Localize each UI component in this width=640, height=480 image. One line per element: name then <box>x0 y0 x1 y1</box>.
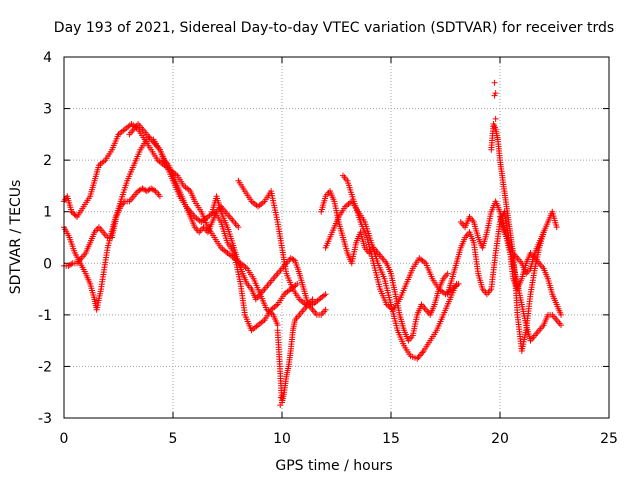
data-point <box>553 224 560 231</box>
data-point <box>558 322 565 329</box>
data-point <box>274 322 281 329</box>
x-tick-labels: 0 5 10 15 20 25 <box>60 431 618 447</box>
data-point <box>68 208 75 215</box>
series-trace-c <box>61 185 163 269</box>
x-tick-label: 20 <box>491 431 509 447</box>
x-tick-label: 10 <box>273 431 291 447</box>
x-tick-label: 5 <box>169 431 178 447</box>
series-outliers <box>277 79 499 409</box>
chart-title: Day 193 of 2021, Sidereal Day-to-day VTE… <box>54 20 614 36</box>
data-point <box>277 394 284 401</box>
y-tick-label: 3 <box>43 102 52 118</box>
data-point <box>277 402 284 409</box>
data-point <box>444 270 451 277</box>
data-point <box>294 280 301 287</box>
y-tick-label: 2 <box>43 153 52 169</box>
data-point <box>156 193 163 200</box>
data-point <box>235 224 242 231</box>
data-point <box>68 261 75 268</box>
y-tick-label: -3 <box>38 411 52 427</box>
data-point <box>491 92 498 99</box>
y-tick-label: 1 <box>43 205 52 221</box>
x-tick-label: 15 <box>382 431 400 447</box>
data-points <box>61 79 565 409</box>
y-tick-label: 0 <box>43 256 52 272</box>
data-point <box>70 210 76 216</box>
data-point <box>309 296 316 303</box>
y-axis-label: SDTVAR / TECUs <box>8 180 24 295</box>
data-point <box>322 291 329 298</box>
data-point <box>492 90 499 97</box>
y-tick-label: -2 <box>38 359 52 375</box>
data-point <box>455 280 462 287</box>
data-point <box>558 311 565 318</box>
y-tick-labels: -3 -2 -1 0 1 2 3 4 <box>38 50 52 427</box>
x-axis-label: GPS time / hours <box>275 458 392 474</box>
data-point <box>492 115 499 122</box>
data-point <box>491 79 498 86</box>
series-trace-g <box>274 296 316 406</box>
data-point <box>322 306 329 313</box>
series-trace-e <box>209 193 329 318</box>
x-tick-label: 0 <box>60 431 69 447</box>
x-tick-label: 25 <box>600 431 618 447</box>
series-trace-k <box>444 208 565 318</box>
series-trace-n <box>497 208 560 277</box>
y-tick-label: 4 <box>43 50 52 66</box>
plot-frame <box>63 56 610 419</box>
y-tick-label: -1 <box>38 308 52 324</box>
series-trace-j <box>340 172 462 313</box>
data-point <box>72 212 79 219</box>
